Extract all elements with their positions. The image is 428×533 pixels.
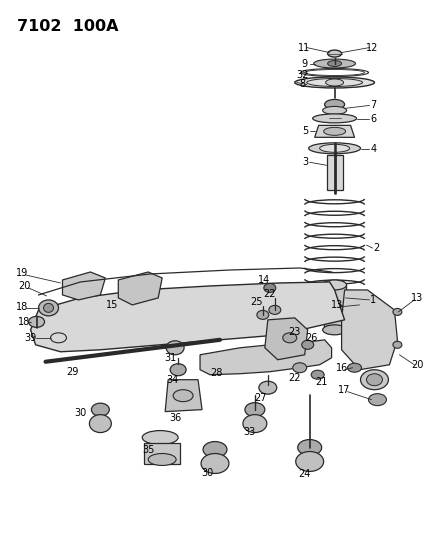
Ellipse shape <box>296 451 324 472</box>
Text: 5: 5 <box>303 126 309 136</box>
Ellipse shape <box>348 364 362 372</box>
Ellipse shape <box>369 394 386 406</box>
Ellipse shape <box>323 280 347 290</box>
Ellipse shape <box>148 454 176 465</box>
Ellipse shape <box>201 454 229 473</box>
Text: 26: 26 <box>306 333 318 343</box>
Ellipse shape <box>393 341 402 348</box>
Text: 39: 39 <box>24 333 37 343</box>
Polygon shape <box>265 318 308 360</box>
Text: 19: 19 <box>15 268 28 278</box>
Ellipse shape <box>89 415 111 433</box>
Text: 13: 13 <box>411 293 423 303</box>
Text: 20: 20 <box>18 281 31 291</box>
Ellipse shape <box>326 79 344 86</box>
Text: 1: 1 <box>370 295 377 305</box>
Ellipse shape <box>142 431 178 445</box>
Ellipse shape <box>283 333 297 343</box>
Ellipse shape <box>393 309 402 316</box>
Polygon shape <box>118 272 162 305</box>
Text: 8: 8 <box>300 79 306 90</box>
Text: 7: 7 <box>370 100 377 110</box>
Bar <box>144 442 180 464</box>
Text: 11: 11 <box>297 43 310 53</box>
Text: 30: 30 <box>201 469 213 479</box>
Bar <box>324 285 345 330</box>
Text: 20: 20 <box>411 360 424 370</box>
Text: 36: 36 <box>169 413 181 423</box>
Text: 16: 16 <box>336 363 348 373</box>
Text: 24: 24 <box>298 470 311 480</box>
Ellipse shape <box>320 144 350 152</box>
Ellipse shape <box>259 381 277 394</box>
Text: 28: 28 <box>210 368 222 378</box>
Text: 34: 34 <box>166 375 178 385</box>
Ellipse shape <box>214 356 230 367</box>
Ellipse shape <box>170 364 186 376</box>
Polygon shape <box>315 125 354 138</box>
Ellipse shape <box>323 107 347 115</box>
Bar <box>327 155 342 190</box>
Text: 31: 31 <box>164 353 176 363</box>
Ellipse shape <box>293 363 307 373</box>
Text: 32: 32 <box>297 69 309 79</box>
Ellipse shape <box>245 402 265 417</box>
Polygon shape <box>30 282 345 352</box>
Ellipse shape <box>92 403 109 416</box>
Text: 21: 21 <box>315 377 328 387</box>
Ellipse shape <box>39 300 59 316</box>
Ellipse shape <box>243 415 267 433</box>
Text: 23: 23 <box>288 327 301 337</box>
Ellipse shape <box>166 341 184 355</box>
Ellipse shape <box>302 340 314 349</box>
Text: 22: 22 <box>288 373 301 383</box>
Text: 9: 9 <box>302 59 308 69</box>
Text: 4: 4 <box>370 144 377 155</box>
Ellipse shape <box>257 310 269 319</box>
Text: 12: 12 <box>366 43 379 53</box>
Text: 17: 17 <box>339 385 351 394</box>
Ellipse shape <box>323 325 347 335</box>
Ellipse shape <box>327 50 342 57</box>
Text: 14: 14 <box>258 275 270 285</box>
Text: 25: 25 <box>251 297 263 307</box>
Text: 3: 3 <box>303 157 309 167</box>
Text: 30: 30 <box>74 408 86 418</box>
Text: 2: 2 <box>373 243 380 253</box>
Text: 33: 33 <box>244 426 256 437</box>
Text: 18: 18 <box>18 317 30 327</box>
Text: 13: 13 <box>330 300 343 310</box>
Ellipse shape <box>298 440 322 456</box>
Text: 29: 29 <box>66 367 79 377</box>
Ellipse shape <box>29 317 45 327</box>
Text: 15: 15 <box>106 300 119 310</box>
Text: 7102  100A: 7102 100A <box>17 19 118 34</box>
Text: 35: 35 <box>142 445 155 455</box>
Ellipse shape <box>325 100 345 109</box>
Ellipse shape <box>326 304 344 312</box>
Polygon shape <box>200 340 332 375</box>
Ellipse shape <box>309 143 360 154</box>
Text: 6: 6 <box>370 115 377 124</box>
Ellipse shape <box>311 370 324 379</box>
Ellipse shape <box>295 77 374 88</box>
Ellipse shape <box>313 114 357 123</box>
Polygon shape <box>342 290 398 370</box>
Ellipse shape <box>360 370 389 390</box>
Ellipse shape <box>269 305 281 314</box>
Ellipse shape <box>44 303 54 312</box>
Polygon shape <box>62 272 105 300</box>
Polygon shape <box>165 379 202 411</box>
Ellipse shape <box>327 61 342 67</box>
Text: 22: 22 <box>264 289 276 299</box>
Ellipse shape <box>324 127 345 135</box>
Text: 27: 27 <box>255 393 267 402</box>
Text: 18: 18 <box>15 302 28 312</box>
Ellipse shape <box>366 374 383 386</box>
Ellipse shape <box>264 284 276 293</box>
Ellipse shape <box>203 441 227 457</box>
Ellipse shape <box>173 390 193 402</box>
Ellipse shape <box>314 59 356 68</box>
